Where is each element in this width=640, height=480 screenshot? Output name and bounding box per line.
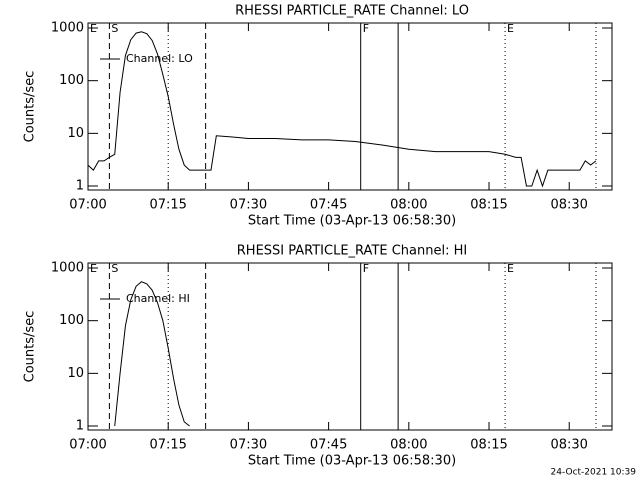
x-tick-label: 07:45 (310, 198, 347, 213)
y-tick-label: 1 (76, 419, 84, 434)
marker-label: S (111, 22, 118, 35)
x-axis-title: Start Time (03-Apr-13 06:58:30) (248, 214, 456, 229)
y-tick-label: 1000 (51, 261, 84, 276)
timestamp: 24-Oct-2021 10:39 (551, 468, 637, 478)
x-tick-label: 08:15 (470, 438, 507, 453)
marker-label: E (90, 262, 97, 275)
x-tick-label: 07:30 (230, 438, 267, 453)
plot-frame (87, 262, 613, 431)
y-tick-label: 100 (59, 73, 84, 88)
y-tick-label: 10 (67, 366, 84, 381)
y-axis-title: Counts/sec (23, 311, 38, 383)
legend-label: Channel: HI (126, 292, 190, 305)
x-tick-label: 07:30 (230, 198, 267, 213)
x-tick-label: 07:00 (69, 438, 106, 453)
x-tick-label: 07:15 (149, 438, 186, 453)
x-tick-label: 08:30 (550, 198, 587, 213)
x-tick-label: 08:00 (390, 438, 427, 453)
y-axis-title: Counts/sec (23, 71, 38, 143)
x-tick-label: 08:30 (550, 438, 587, 453)
y-tick-label: 100 (59, 313, 84, 328)
y-tick-label: 10 (67, 126, 84, 141)
marker-label: E (90, 22, 97, 35)
data-line (114, 281, 190, 427)
y-tick-label: 1 (76, 179, 84, 194)
x-tick-label: 07:15 (149, 198, 186, 213)
x-tick-label: 07:45 (310, 438, 347, 453)
data-line (88, 31, 597, 188)
x-tick-label: 08:00 (390, 198, 427, 213)
plot-frame (87, 22, 613, 191)
marker-label: E (507, 262, 514, 275)
legend-label: Channel: LO (126, 52, 193, 65)
marker-label: F (363, 262, 369, 275)
chart-title: RHESSI PARTICLE_RATE Channel: LO (235, 4, 469, 19)
x-tick-label: 07:00 (69, 198, 106, 213)
chart-title: RHESSI PARTICLE_RATE Channel: HI (237, 244, 467, 259)
x-tick-label: 08:15 (470, 198, 507, 213)
marker-label: S (111, 262, 118, 275)
x-axis-title: Start Time (03-Apr-13 06:58:30) (248, 454, 456, 469)
y-tick-label: 1000 (51, 21, 84, 36)
marker-label: F (363, 22, 369, 35)
marker-label: E (507, 22, 514, 35)
